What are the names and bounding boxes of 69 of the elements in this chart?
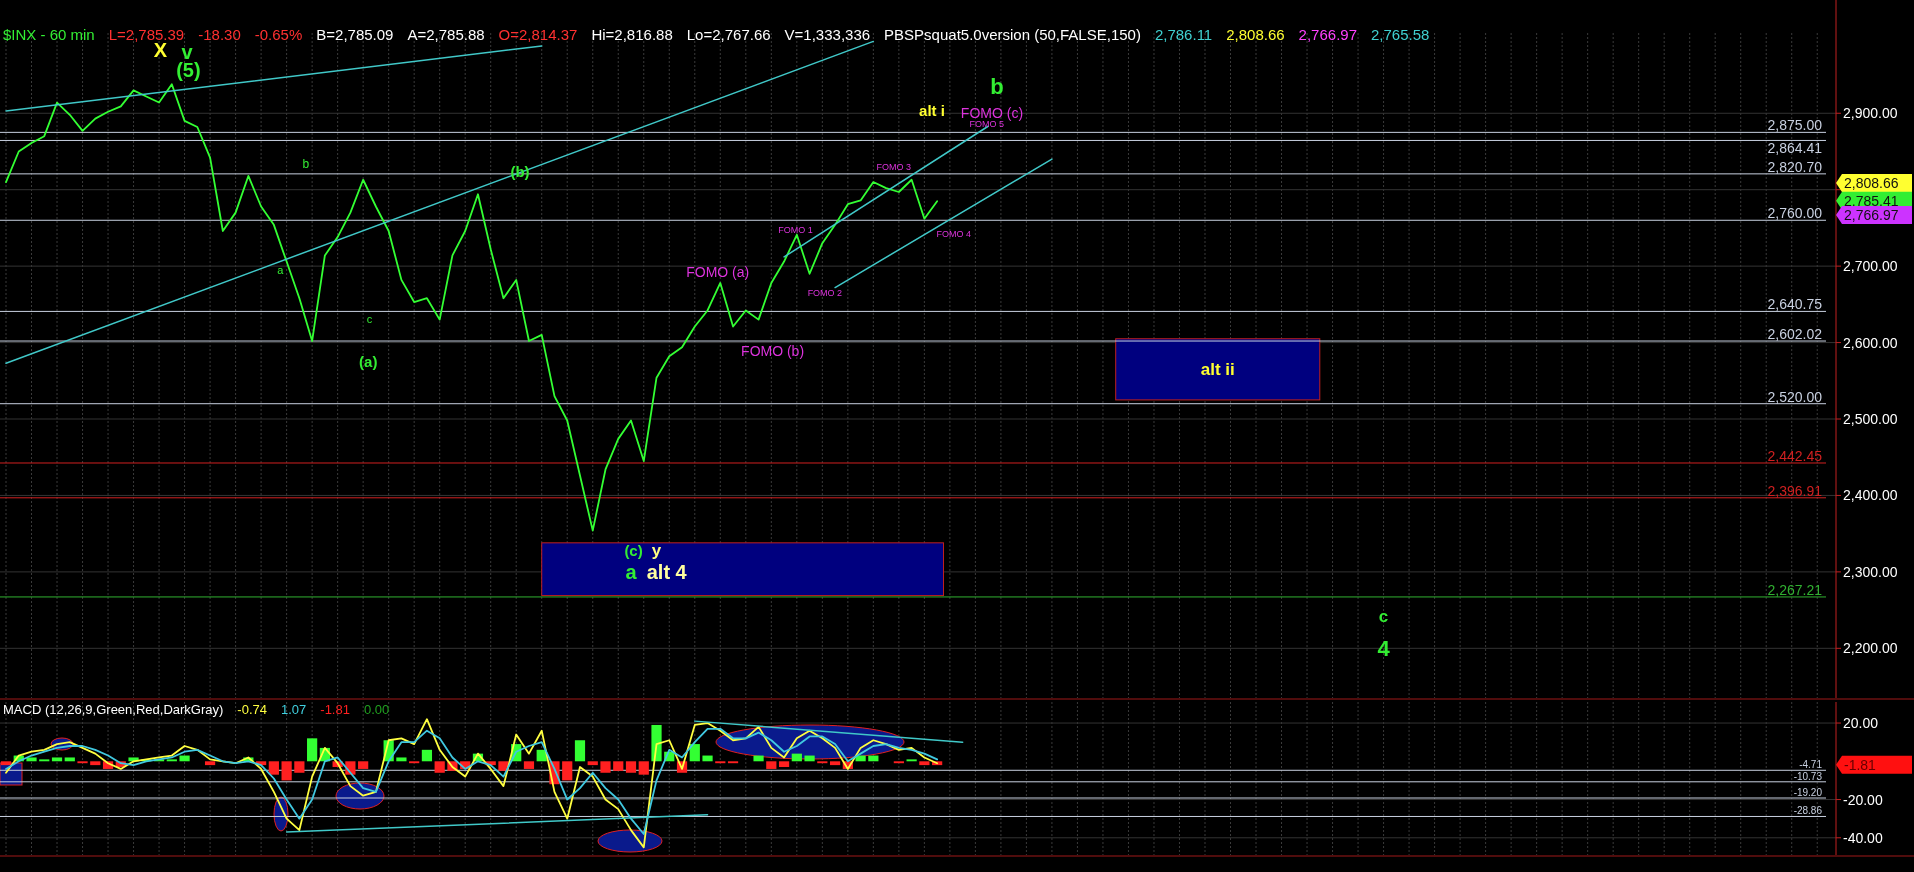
y-tick-label: 2,700.00: [1843, 258, 1898, 275]
annotation: (a): [359, 353, 378, 371]
y-tick-label: -20.00: [1843, 791, 1883, 808]
ref-line-label: -10.73: [1793, 770, 1823, 782]
annotation: -18.30: [198, 26, 241, 43]
annotation: y: [651, 541, 662, 561]
y-tick-label: 2,600.00: [1843, 334, 1898, 351]
annotation: B=2,785.09: [316, 26, 394, 43]
ref-line-label: -28.86: [1793, 805, 1823, 817]
annotation: FOMO 2: [807, 288, 843, 299]
ref-line-label: 2,760.00: [1767, 205, 1823, 222]
ref-line-label: -19.20: [1793, 787, 1823, 799]
text: 2,766.97: [1844, 206, 1899, 223]
annotation: a: [625, 560, 638, 583]
annotation: b: [302, 157, 310, 172]
annotation: a: [277, 263, 285, 276]
annotation: FOMO 5: [969, 119, 1005, 130]
chart-title: $INX - 60 min: [3, 26, 95, 43]
y-tick-label: 20.00: [1843, 715, 1879, 732]
annotation: -0.74: [237, 702, 267, 717]
y-tick-label: 2,200.00: [1843, 640, 1898, 657]
annotation: 2,786.11: [1154, 26, 1213, 43]
band-label: alt ii: [1200, 360, 1235, 380]
annotation: 2,765.58: [1370, 26, 1430, 43]
ref-line-label: -4.71: [1799, 759, 1823, 771]
annotation: FOMO (a): [686, 264, 750, 281]
annotation: V=1,333,336: [784, 26, 871, 43]
annotation: O=2,814.37: [498, 26, 578, 43]
annotation: FOMO 4: [936, 229, 971, 240]
ref-line-label: 2,442.45: [1767, 448, 1823, 464]
text: -1.81: [1844, 756, 1877, 773]
annotation: b: [990, 73, 1004, 99]
annotation: A=2,785.88: [407, 26, 485, 43]
ref-line-label: 2,396.91: [1767, 482, 1823, 499]
annotation: Lo=2,767.66: [686, 26, 771, 43]
ref-line-label: 2,640.75: [1767, 296, 1823, 313]
ref-line-label: 2,602.02: [1767, 326, 1823, 343]
ref-line-label: 2,875.00: [1767, 117, 1823, 134]
ref-line-label: 2,267.21: [1767, 581, 1823, 598]
annotation: (c): [624, 541, 643, 559]
y-tick-label: -40.00: [1843, 829, 1883, 846]
text: 2,785.41: [1844, 192, 1899, 209]
annotation: 2,766.97: [1298, 26, 1357, 43]
annotation: Hi=2,816.88: [591, 26, 673, 43]
annotation: PBSPsquat5.0version (50,FALSE,150): [884, 26, 1141, 43]
annotation: FOMO 1: [778, 224, 813, 235]
annotation: FOMO 3: [876, 161, 912, 172]
annotation: 0.00: [363, 702, 390, 717]
ref-line-label: 2,864.41: [1767, 140, 1823, 157]
y-tick-label: 2,300.00: [1843, 563, 1898, 580]
annotation: FOMO (b): [741, 343, 805, 360]
annotation: alt 4: [646, 560, 688, 583]
ref-line-label: 2,820.70: [1767, 158, 1823, 175]
annotation: -1.81: [320, 702, 350, 717]
annotation: L=2,785.39: [108, 26, 185, 43]
annotation: FOMO (c): [960, 104, 1024, 121]
chart-title: MACD (12,26,9,Green,Red,DarkGray): [3, 702, 224, 717]
annotation: 4: [1377, 636, 1391, 662]
annotation: c: [366, 313, 373, 326]
y-tick-label: 2,500.00: [1843, 411, 1898, 428]
annotation: -0.65%: [254, 26, 303, 43]
text: 2,808.66: [1844, 175, 1899, 192]
y-tick-label: 2,900.00: [1843, 105, 1898, 122]
ref-line-label: 2,520.00: [1767, 388, 1823, 405]
annotation: alt i: [919, 101, 945, 119]
y-tick-label: 2,400.00: [1843, 487, 1898, 504]
annotation: c: [1378, 607, 1389, 627]
annotation: 2,808.66: [1226, 26, 1285, 43]
annotation: 1.07: [281, 702, 307, 717]
